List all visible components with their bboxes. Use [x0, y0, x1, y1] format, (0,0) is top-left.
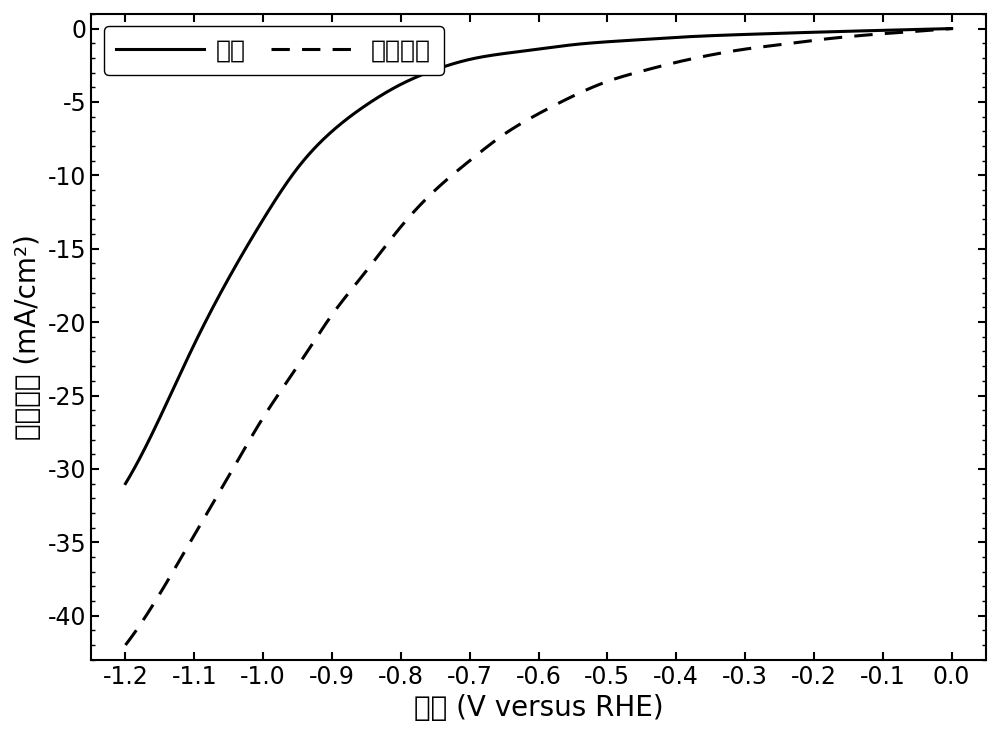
- Line: 二氧化碑: 二氧化碑: [125, 29, 952, 645]
- 氮气: [764, 29, 776, 38]
- 氮气: [687, 32, 699, 41]
- Line: 氮气: 氮气: [125, 29, 952, 484]
- 氮气: [779, 29, 791, 38]
- X-axis label: 电势 (V versus RHE): 电势 (V versus RHE): [414, 694, 663, 722]
- 氮气: [454, 57, 466, 66]
- 二氧化碑: [483, 141, 495, 149]
- 二氧化碑: [119, 640, 131, 649]
- 氮气: [204, 309, 216, 318]
- 二氧化碑: [764, 41, 776, 50]
- 氮气: [946, 24, 958, 33]
- 二氧化碑: [204, 504, 216, 513]
- 氮气: [119, 479, 131, 488]
- 二氧化碑: [946, 24, 958, 33]
- 氮气: [483, 52, 495, 60]
- 二氧化碑: [687, 54, 699, 63]
- Legend: 氮气, 二氧化碑: 氮气, 二氧化碑: [104, 26, 444, 75]
- 二氧化碑: [779, 40, 791, 49]
- Y-axis label: 电流密度 (mA/cm²): 电流密度 (mA/cm²): [14, 234, 42, 439]
- 二氧化碑: [454, 165, 466, 174]
